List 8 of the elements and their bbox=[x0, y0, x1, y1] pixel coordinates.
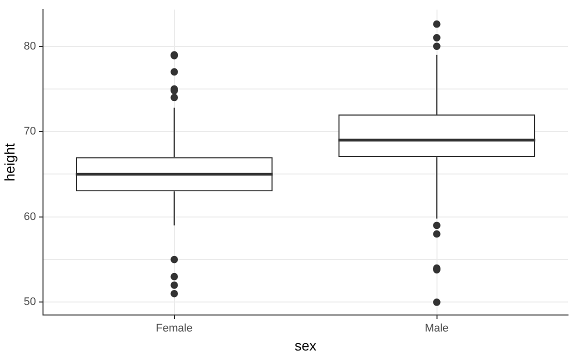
y-tick-label: 70 bbox=[24, 126, 36, 138]
y-tick-label: 80 bbox=[24, 40, 36, 52]
x-tick-label: Female bbox=[156, 322, 193, 335]
x-axis-title: sex bbox=[294, 337, 316, 354]
y-tick-label: 60 bbox=[24, 210, 36, 223]
y-axis-title: height bbox=[1, 143, 18, 182]
x-tick-label: Male bbox=[424, 322, 449, 335]
y-tick-label: 50 bbox=[24, 296, 36, 308]
